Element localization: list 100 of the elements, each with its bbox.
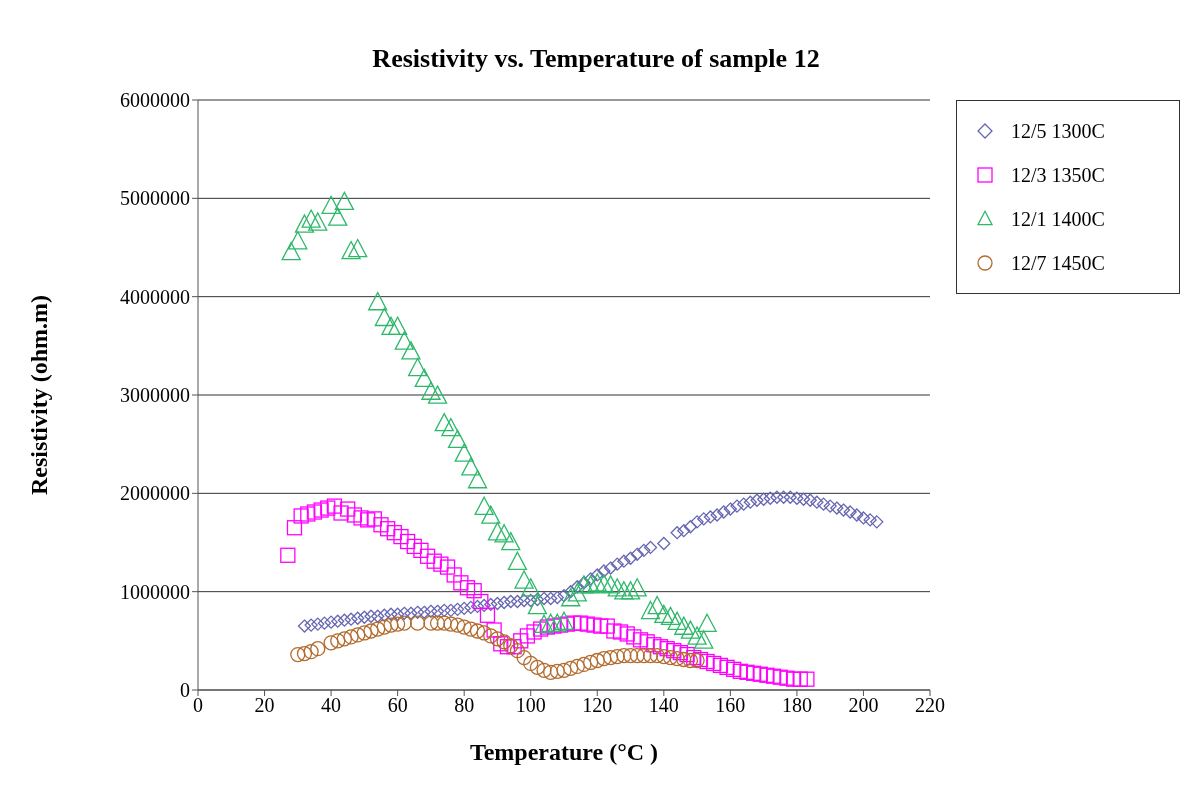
point xyxy=(421,381,441,400)
point xyxy=(296,645,313,662)
point xyxy=(556,662,572,678)
point xyxy=(301,209,321,228)
legend-label: 12/5 1300C xyxy=(1011,119,1105,143)
point xyxy=(587,573,607,592)
x-tick-label: 80 xyxy=(454,694,475,717)
x-tick-label: 120 xyxy=(582,694,613,717)
point xyxy=(647,595,667,615)
chart-title: Resistivity vs. Temperature of sample 12 xyxy=(371,44,821,74)
point xyxy=(383,617,399,633)
point xyxy=(374,307,394,327)
legend-label: 12/1 1400C xyxy=(1011,207,1105,231)
point xyxy=(401,341,421,360)
point xyxy=(662,649,679,666)
point xyxy=(614,581,634,600)
point xyxy=(323,635,339,651)
point xyxy=(561,588,581,607)
point xyxy=(281,241,301,261)
point xyxy=(423,615,439,631)
y-tick-label: 3000000 xyxy=(120,384,190,407)
x-tick-label: 20 xyxy=(254,694,275,717)
x-tick-label: 40 xyxy=(321,694,342,717)
point xyxy=(370,621,386,637)
point xyxy=(407,357,428,377)
point xyxy=(620,581,641,600)
point xyxy=(543,664,559,680)
point xyxy=(514,570,534,589)
point xyxy=(389,616,406,632)
point xyxy=(294,214,315,233)
point xyxy=(529,659,546,676)
point xyxy=(461,457,481,476)
point xyxy=(523,655,539,672)
point xyxy=(330,633,346,649)
point xyxy=(321,195,341,215)
point xyxy=(654,604,674,624)
y-tick-label: 4000000 xyxy=(120,285,190,308)
point xyxy=(521,578,541,597)
point xyxy=(609,648,625,665)
point xyxy=(636,647,652,664)
point xyxy=(454,443,474,462)
point xyxy=(622,647,639,664)
y-axis-title: Resistivity (ohm.m) xyxy=(25,295,52,495)
point xyxy=(680,620,701,639)
point xyxy=(567,583,587,602)
point xyxy=(640,600,661,620)
y-tick-label: 2000000 xyxy=(120,482,190,505)
x-axis-title: Temperature (°C ) xyxy=(469,739,659,765)
point xyxy=(489,631,506,647)
point xyxy=(541,613,561,632)
x-tick-label: 60 xyxy=(387,694,408,717)
point xyxy=(574,575,594,594)
point xyxy=(308,212,328,231)
point xyxy=(649,647,665,664)
point xyxy=(376,619,392,635)
point xyxy=(509,643,526,659)
point xyxy=(667,611,687,630)
point xyxy=(594,574,614,593)
point xyxy=(687,626,707,645)
y-tick-label: 5000000 xyxy=(120,187,190,210)
point xyxy=(487,522,508,541)
point xyxy=(483,628,499,644)
point xyxy=(467,470,488,489)
point xyxy=(476,625,492,641)
point xyxy=(456,619,472,635)
point xyxy=(501,531,521,551)
point xyxy=(336,631,353,647)
point xyxy=(554,611,574,630)
y-tick-label: 1000000 xyxy=(120,580,190,603)
point xyxy=(507,551,528,571)
point xyxy=(534,614,554,633)
point xyxy=(563,660,579,677)
point xyxy=(387,316,408,335)
point xyxy=(441,417,461,437)
x-tick-label: 160 xyxy=(715,694,746,717)
point xyxy=(656,648,672,665)
point xyxy=(547,613,567,632)
point xyxy=(697,613,717,632)
point xyxy=(334,191,355,211)
point xyxy=(288,231,308,250)
point xyxy=(348,238,368,258)
point xyxy=(394,331,414,350)
point xyxy=(627,578,647,597)
point xyxy=(449,617,466,633)
point xyxy=(682,652,699,669)
x-tick-label: 140 xyxy=(648,694,679,717)
point xyxy=(674,616,694,635)
point xyxy=(580,575,601,594)
point xyxy=(549,663,565,679)
point xyxy=(600,575,621,594)
x-tick-label: 180 xyxy=(781,694,812,717)
point xyxy=(434,412,454,432)
point xyxy=(616,647,632,664)
point xyxy=(396,615,412,631)
x-tick-label: 220 xyxy=(915,694,945,717)
point xyxy=(350,627,366,643)
point xyxy=(409,615,426,631)
point xyxy=(589,652,605,669)
point xyxy=(341,240,361,260)
point xyxy=(481,505,501,524)
